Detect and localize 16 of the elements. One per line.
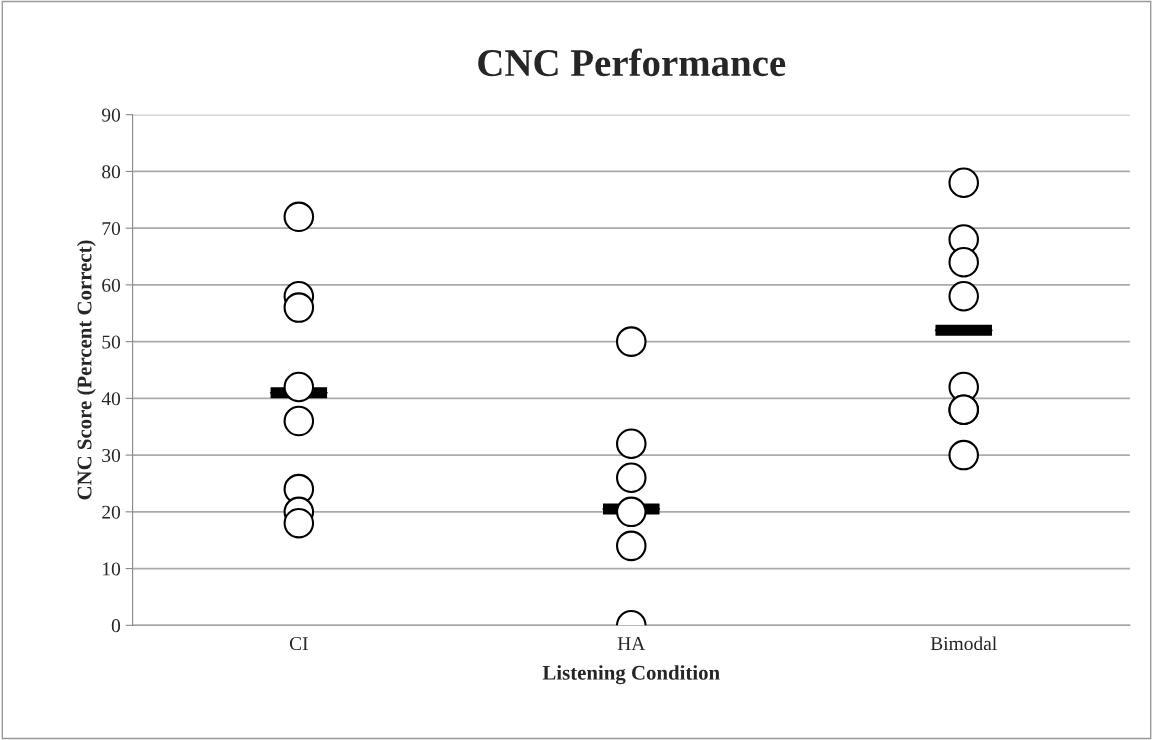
chart-title: CNC Performance — [478, 48, 786, 77]
y-tick-label: 0 — [111, 619, 121, 633]
y-tick-label: 30 — [102, 448, 121, 463]
y-tick-label: 90 — [101, 108, 121, 122]
y-axis-title: CNC Score (Percent Correct) — [76, 240, 96, 500]
y-tick-label: 10 — [103, 562, 121, 576]
y-tick-label: 70 — [102, 221, 121, 236]
y-tick-label: 50 — [102, 335, 121, 349]
x-axis-title: Listening Condition — [542, 665, 720, 685]
y-tick-label: 20 — [102, 505, 121, 519]
y-tick-label: 60 — [102, 278, 121, 292]
y-tick-label: 40 — [101, 392, 121, 406]
x-tick-label: CI — [289, 637, 308, 651]
y-tick-label: 80 — [102, 165, 121, 179]
x-tick-label: Bimodal — [930, 636, 997, 651]
x-tick-label: HA — [617, 637, 646, 650]
